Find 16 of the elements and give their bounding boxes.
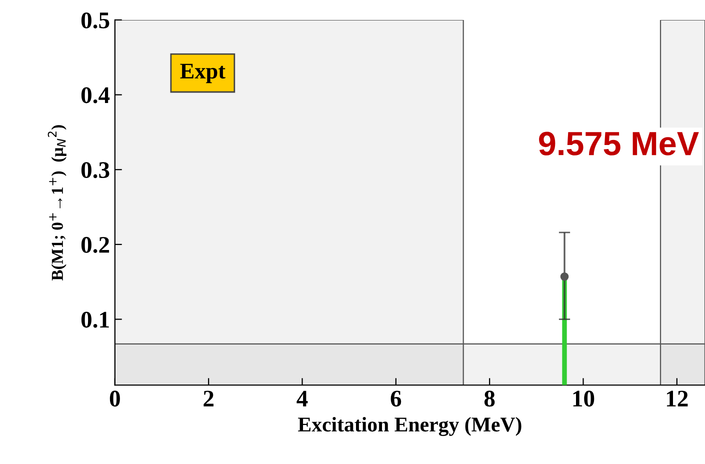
y-tick-label: 0.3 <box>81 162 110 178</box>
x-tick-label: 0 <box>110 390 120 407</box>
x-tick-label: 4 <box>296 390 308 406</box>
y-tick-label: 0.1 <box>81 312 109 328</box>
y-tick-label: 0.5 <box>81 12 110 28</box>
x-tick-label: 2 <box>204 390 214 406</box>
x-tick-label: 6 <box>390 390 402 407</box>
x-tick-label: 12 <box>666 390 688 406</box>
x-tick-label: 10 <box>573 390 594 407</box>
y-tick-label: 0.2 <box>81 236 110 253</box>
x-axis-title: Excitation Energy (MeV) <box>298 416 522 436</box>
annotation: Expt <box>180 64 226 84</box>
annotation: 9.575 MeV <box>539 132 699 156</box>
x-tick-label: 8 <box>484 390 495 407</box>
y-tick-label: 0.4 <box>81 87 110 104</box>
y-axis-title: B(M1; 0$^{+}$→1$^{+}$) (μ$_{N}$$^{2}$) <box>48 125 66 281</box>
